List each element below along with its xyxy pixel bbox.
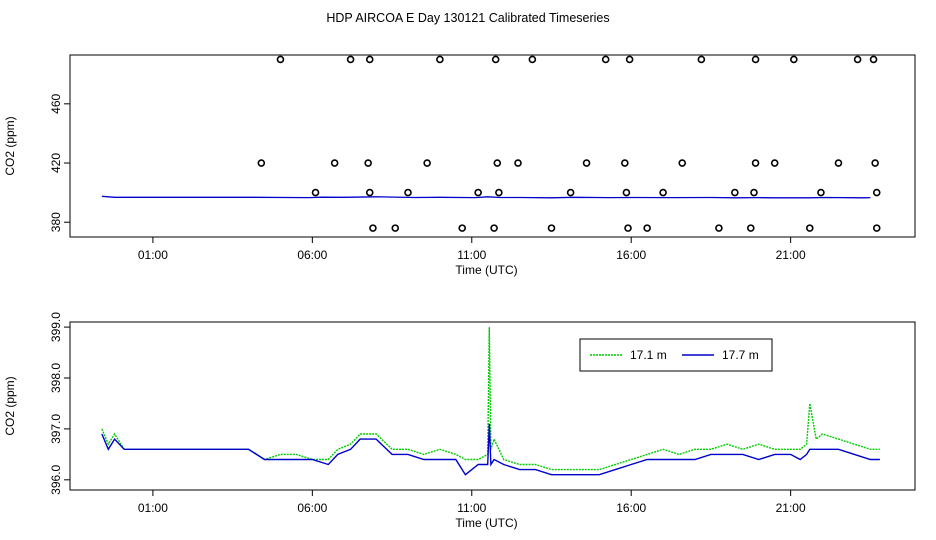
data-point-circle (750, 188, 758, 197)
data-point-circle (566, 188, 575, 197)
co2-line (101, 195, 871, 199)
legend-label: 17.1 m (630, 348, 667, 362)
data-point-circle (872, 188, 881, 197)
plot-frame (69, 54, 916, 238)
legend: 17.1 m 17.7 m (579, 338, 773, 372)
data-point-circle (643, 224, 651, 232)
data-point-circle (257, 159, 266, 167)
data-point-circle (678, 159, 687, 167)
data-point-circle (391, 224, 400, 232)
x-tick-label: 01:00 (138, 501, 168, 515)
data-point-circle (817, 188, 825, 197)
y-tick-label: 398.0 (49, 363, 63, 393)
x-tick-label: 11:00 (457, 501, 486, 515)
y-tick-label: 399.0 (49, 312, 63, 342)
data-point-circle (547, 224, 556, 232)
data-point-circle (872, 224, 881, 232)
x-tick-label: 06:00 (297, 501, 327, 515)
x-tick-label: 16:00 (616, 501, 646, 515)
data-point-circle (365, 55, 374, 64)
data-point-circle (490, 224, 498, 232)
data-point-circle (493, 159, 502, 167)
data-point-circle (514, 159, 522, 167)
data-point-circle (365, 188, 374, 197)
co2-scatter-panel: 01:00 06:00 11:00 16:00 21:00 Time (UTC) 380 42… (3, 54, 916, 277)
data-point-circle (330, 159, 339, 167)
data-point-circle (491, 55, 500, 64)
data-point-circle (731, 188, 739, 197)
data-point-circle (746, 224, 755, 232)
data-point-circle (625, 55, 634, 64)
data-point-circle (751, 159, 760, 167)
x-tick-label: 11:00 (457, 248, 486, 262)
x-tick-label: 21:00 (776, 248, 806, 262)
data-layer (101, 55, 881, 232)
data-point-circle (311, 188, 320, 197)
x-tick-label: 01:00 (138, 248, 168, 262)
data-point-circle (458, 224, 467, 232)
data-point-circle (751, 55, 760, 64)
data-point-circle (404, 188, 412, 197)
plot-frame (69, 321, 916, 491)
legend-box (579, 338, 773, 372)
x-tick-label: 21:00 (776, 501, 806, 515)
data-point-circle (871, 159, 879, 167)
legend-label: 17.7 m (722, 348, 759, 362)
data-layer (101, 327, 880, 476)
series-line-1 (101, 423, 880, 476)
y-tick-label: 397.0 (49, 414, 63, 444)
data-point-circle (834, 159, 843, 167)
x-tick-label: 16:00 (616, 248, 646, 262)
data-point-circle (276, 55, 285, 64)
data-point-circle (346, 55, 355, 64)
data-point-circle (621, 159, 629, 167)
y-axis-label: CO2 (ppm) (3, 376, 17, 435)
data-point-circle (697, 55, 706, 64)
data-point-circle (582, 159, 591, 167)
data-point-circle (495, 188, 503, 197)
data-point-circle (624, 224, 632, 232)
y-tick-label: 420 (49, 153, 63, 173)
data-point-circle (805, 224, 814, 232)
x-axis-label: Time (UTC) (455, 263, 517, 277)
y-tick-label: 460 (49, 93, 63, 113)
y-tick-label: 380 (49, 212, 63, 232)
data-point-circle (622, 188, 631, 197)
data-point-circle (601, 55, 610, 64)
co2-two-level-panel: 01:00 06:00 11:00 16:00 21:00 Time (UTC) 396.0… (3, 312, 916, 530)
figure-title: HDP AIRCOA E Day 130121 Calibrated Times… (326, 11, 609, 25)
data-point-circle (659, 188, 667, 197)
y-axis-label: CO2 (ppm) (3, 116, 17, 175)
y-tick-label: 396.0 (49, 464, 63, 494)
data-point-circle (770, 159, 779, 167)
data-point-circle (853, 55, 862, 64)
data-point-circle (436, 55, 444, 64)
data-point-circle (474, 188, 482, 197)
data-point-circle (528, 55, 537, 64)
x-axis-label: Time (UTC) (455, 516, 517, 530)
data-point-circle (869, 55, 878, 64)
x-tick-label: 06:00 (297, 248, 327, 262)
data-point-circle (790, 55, 798, 64)
data-point-circle (715, 224, 723, 232)
data-point-circle (364, 159, 372, 167)
data-point-circle (423, 159, 431, 167)
data-point-circle (369, 224, 377, 232)
series-line-0 (101, 327, 880, 471)
